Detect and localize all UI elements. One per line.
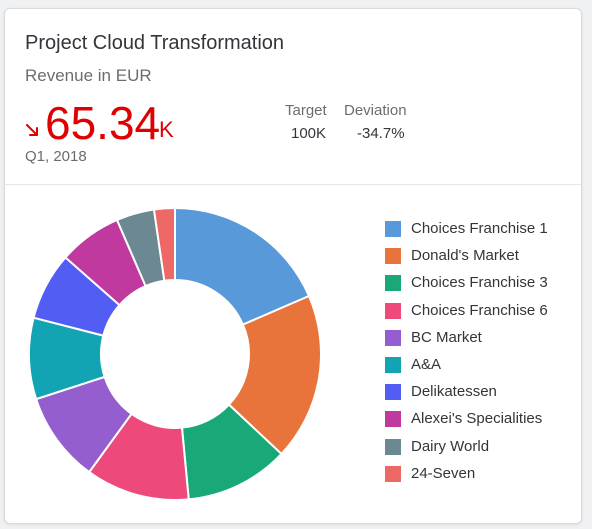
target-value: 100K [291,125,327,142]
card-title: Project Cloud Transformation [25,32,285,54]
card-subtitle: Revenue in EUR [25,66,152,85]
trend-down-arrow-icon [26,124,38,136]
legend-swatch [385,465,401,482]
legend-label: Dairy World [411,437,490,455]
chart-area: Choices Franchise 1 Donald's Market Choice… [5,185,581,523]
donut-slice-1[interactable] [227,294,322,456]
donut-slice-0[interactable] [174,206,311,326]
legend-swatch [385,438,401,455]
legend-swatch [385,329,401,346]
legend-swatch [385,357,401,373]
period-label: Q1, 2018 [25,148,87,165]
legend-label: Choices Franchise 1 [411,220,548,237]
legend-label: Delikatessen [411,383,497,401]
card-header[interactable]: Project Cloud Transformation Revenue in … [5,9,581,185]
legend-swatch [385,248,401,265]
legend-label: A&A [411,356,442,373]
donut-slice-9[interactable] [152,206,176,282]
kpi-value: 65.34 [45,97,161,149]
legend-swatch [385,221,401,237]
kpi-scale: K [159,117,174,142]
legend-label: Choices Franchise 6 [411,301,548,319]
legend-label: 24-Seven [411,464,476,482]
legend-swatch [385,302,401,319]
deviation-value: -34.7% [357,125,405,142]
legend-swatch [385,275,401,292]
legend-label: Alexei's Specialities [411,410,543,428]
legend-swatch [385,411,401,428]
legend-swatch [385,384,401,401]
legend-label: BC Market [411,328,482,346]
deviation-label: Deviation [344,102,407,119]
legend-label: Choices Franchise 3 [411,274,548,292]
donut-chart [28,206,322,501]
target-label: Target [285,102,327,119]
legend-label: Donald's Market [411,247,519,265]
analytical-card[interactable]: Project Cloud Transformation Revenue in … [4,8,582,524]
